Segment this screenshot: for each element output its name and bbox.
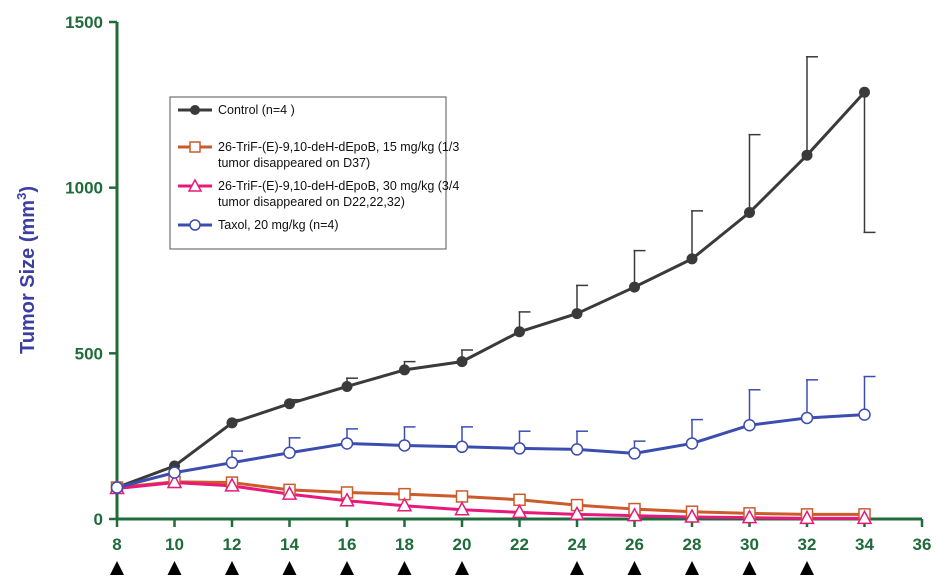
data-point [284, 398, 295, 410]
dosing-arrow-icon [800, 561, 814, 575]
data-point [455, 440, 469, 454]
data-point [626, 507, 643, 522]
series-line-3 [116, 413, 865, 489]
legend-marker-15mg [189, 141, 201, 153]
x-tick-label: 8 [112, 535, 121, 554]
data-point [800, 411, 814, 425]
data-point [398, 439, 411, 452]
x-tick-label: 30 [740, 535, 759, 554]
data-point [801, 149, 813, 161]
data-point [226, 417, 238, 429]
legend-label-15mg-line1: 26-TriF-(E)-9,10-deH-dEpoB, 15 mg/kg (1/… [218, 140, 459, 154]
dosing-arrow-icon [282, 561, 297, 575]
data-point [396, 497, 413, 512]
data-point [511, 503, 528, 519]
data-point [856, 509, 873, 525]
dosing-arrow-icon [167, 561, 182, 575]
data-point [166, 473, 183, 489]
series-line-1 [116, 480, 865, 516]
legend-label-30mg-line2: tumor disappeared on D22,22,32) [218, 195, 405, 209]
y-tick-label: 1500 [65, 13, 103, 32]
dosing-arrow-icon [627, 561, 642, 575]
x-tick-label: 28 [683, 535, 702, 554]
data-point [684, 508, 700, 523]
legend-box [169, 96, 447, 250]
data-point [454, 501, 470, 516]
data-point [168, 466, 181, 479]
series-markers [109, 86, 873, 525]
x-tick-label: 10 [165, 535, 184, 554]
legend-label-taxol: Taxol, 20 mg/kg (n=4) [218, 218, 339, 232]
data-point [224, 477, 240, 492]
dosing-arrow-icon [110, 561, 124, 575]
data-point [456, 356, 468, 368]
x-tick-label: 36 [913, 535, 932, 554]
x-tick-label: 34 [855, 535, 874, 554]
legend-label-control: Control (n=4 ) [218, 103, 295, 117]
data-point [225, 456, 239, 469]
axes: 8 10 12 14 16 18 20 22 24 26 28 30 32 34 36 0 500 1000 150… [65, 13, 931, 575]
data-point [686, 253, 698, 265]
data-point [859, 86, 870, 98]
data-point [281, 485, 298, 500]
data-point [283, 446, 296, 459]
data-point [339, 492, 355, 507]
y-tick-label: 1000 [65, 179, 103, 198]
legend-label-30mg-line1: 26-TriF-(E)-9,10-deH-dEpoB, 30 mg/kg (3/… [218, 179, 459, 193]
legend-marker-30mg [187, 178, 203, 192]
series-line-0 [116, 91, 866, 489]
legend-marker-taxol [189, 219, 201, 231]
y-tick-label: 500 [75, 344, 103, 363]
x-tick-label: 26 [625, 535, 644, 554]
series-line-2 [116, 481, 865, 520]
dosing-arrow-icon [570, 561, 584, 575]
dosing-arrow-icon [340, 561, 354, 575]
data-point [455, 490, 469, 503]
data-point [571, 308, 583, 320]
data-point [858, 408, 871, 421]
y-axis-label: Tumor Size (mm3) [14, 186, 39, 354]
data-point [399, 364, 410, 376]
data-point [799, 509, 815, 525]
y-tick-label: 0 [94, 510, 103, 529]
data-point [629, 281, 640, 293]
legend: Control (n=4 ) 26-TriF-(E)-9,10-deH-dEpo… [169, 96, 459, 250]
data-point [628, 447, 641, 460]
x-tick-label: 24 [568, 535, 587, 554]
data-point [685, 437, 699, 450]
dosing-arrow-icon [397, 561, 412, 575]
data-point [340, 437, 354, 450]
data-point [514, 326, 525, 338]
legend-label-15mg-line2: tumor disappeared on D37) [218, 156, 370, 170]
series-lines [116, 91, 866, 520]
x-tick-label: 20 [453, 535, 472, 554]
data-point [744, 207, 755, 219]
x-tick-label: 22 [510, 535, 529, 554]
dosing-arrow-icon [685, 561, 699, 575]
data-point [743, 418, 756, 432]
data-point [741, 509, 758, 524]
dosing-arrow-icon [225, 561, 239, 575]
x-tick-label: 32 [798, 535, 817, 554]
dosing-arrow-icon [742, 561, 757, 575]
data-point [513, 442, 526, 455]
data-point [341, 380, 353, 392]
x-tick-label: 18 [395, 535, 414, 554]
dosing-arrow-icon [455, 561, 469, 575]
data-point [570, 443, 584, 456]
legend-marker-control [190, 105, 200, 115]
data-point [110, 481, 124, 494]
x-tick-label: 12 [223, 535, 242, 554]
x-tick-label: 14 [280, 535, 299, 554]
data-point [513, 493, 526, 507]
data-point [569, 505, 585, 521]
x-tick-label: 16 [338, 535, 357, 554]
